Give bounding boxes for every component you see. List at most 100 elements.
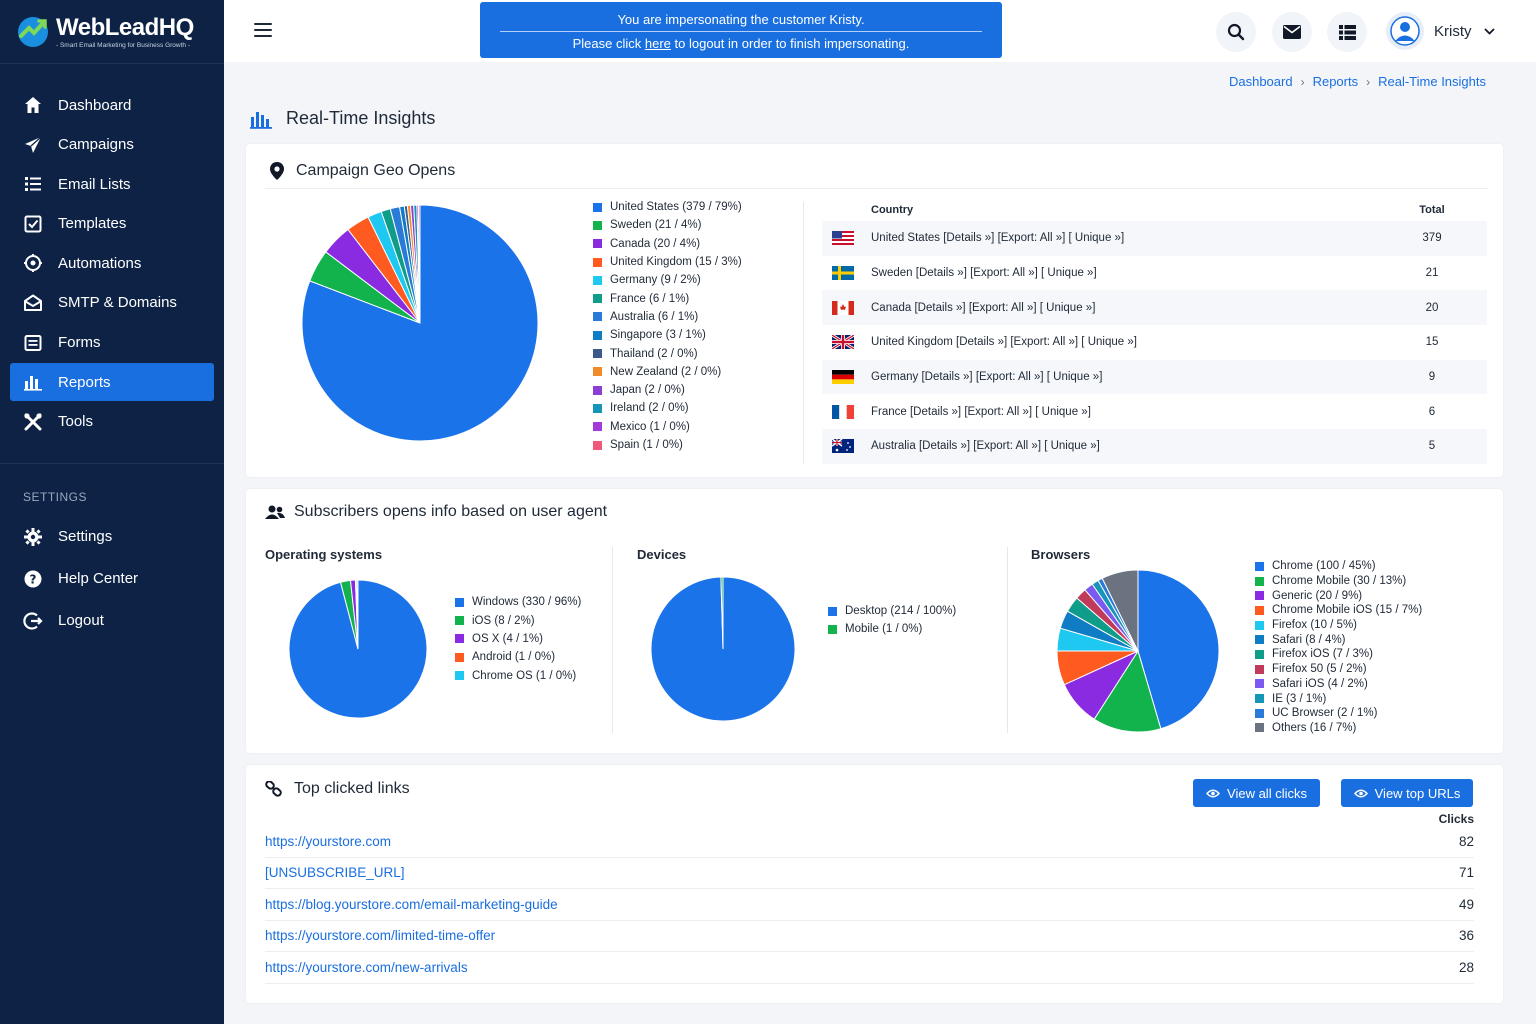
country-action-links[interactable]: [Details »] [Export: All »] [ Unique »] — [940, 232, 1125, 245]
search-button[interactable] — [1216, 12, 1256, 52]
link-row: [UNSUBSCRIBE_URL] 71 — [265, 858, 1474, 889]
legend-item[interactable]: Singapore (3 / 1%) — [593, 326, 742, 344]
menu-toggle-icon[interactable] — [254, 23, 272, 39]
legend-item[interactable]: OS X (4 / 1%) — [455, 630, 581, 648]
card-divider — [265, 188, 1488, 189]
table-row: Germany [Details »] [Export: All »] [ Un… — [822, 359, 1487, 395]
flag-us-icon — [832, 231, 854, 246]
country-name: France — [871, 405, 907, 418]
legend-item[interactable]: Safari (8 / 4%) — [1255, 632, 1422, 647]
legend-swatch — [1255, 576, 1264, 586]
legend-item[interactable]: France (6 / 1%) — [593, 289, 742, 307]
sidebar-item-settings[interactable]: Settings — [10, 518, 214, 556]
legend-label: Safari iOS (4 / 2%) — [1272, 677, 1368, 690]
legend-item[interactable]: Mexico (1 / 0%) — [593, 418, 742, 436]
link-clicks: 49 — [1458, 896, 1474, 912]
legend-item[interactable]: United Kingdom (15 / 3%) — [593, 253, 742, 271]
apps-button[interactable] — [1327, 12, 1367, 52]
legend-swatch — [1255, 649, 1264, 659]
legend-item[interactable]: Ireland (2 / 0%) — [593, 399, 742, 417]
legend-item[interactable]: iOS (8 / 2%) — [455, 611, 581, 629]
legend-item[interactable]: Firefox 50 (5 / 2%) — [1255, 662, 1422, 677]
link-url[interactable]: [UNSUBSCRIBE_URL] — [265, 865, 405, 881]
eye-icon — [1353, 789, 1368, 797]
sidebar-item-campaigns[interactable]: Campaigns — [10, 126, 214, 164]
country-action-links[interactable]: [Details »] [Export: All »] [ Unique »] — [911, 301, 1096, 314]
link-url[interactable]: https://yourstore.com — [265, 833, 392, 849]
legend-swatch — [593, 257, 602, 267]
sidebar-item-automations[interactable]: Automations — [10, 244, 214, 282]
impersonation-text-pre: Please click — [572, 36, 645, 51]
page-title-text: Real-Time Insights — [286, 108, 436, 128]
legend-label: Firefox 50 (5 / 2%) — [1272, 663, 1367, 676]
link-url[interactable]: https://yourstore.com/limited-time-offer — [265, 928, 496, 944]
view-top-urls-button[interactable]: View top URLs — [1341, 779, 1473, 807]
legend-item[interactable]: Android (1 / 0%) — [455, 648, 581, 666]
legend-item[interactable]: Firefox iOS (7 / 3%) — [1255, 647, 1422, 662]
breadcrumb-dashboard[interactable]: Dashboard — [1228, 74, 1293, 89]
legend-swatch — [1255, 664, 1264, 674]
help-icon: ? — [22, 568, 44, 590]
country-action-links[interactable]: [Details »] [Export: All »] [ Unique »] — [918, 371, 1103, 384]
main-nav: Dashboard Campaigns Email Lists Template… — [0, 64, 224, 441]
messages-button[interactable] — [1272, 12, 1312, 52]
user-menu[interactable]: Kristy — [1386, 12, 1495, 50]
brand-logo[interactable]: WebLeadHQ - Smart Email Marketing for Bu… — [0, 0, 224, 64]
legend-item[interactable]: Mobile (1 / 0%) — [828, 620, 956, 638]
sidebar-item-tools[interactable]: Tools — [10, 403, 214, 441]
legend-item[interactable]: United States (379 / 79%) — [593, 198, 742, 216]
legend-swatch — [828, 606, 837, 616]
legend-item[interactable]: Australia (6 / 1%) — [593, 308, 742, 326]
sidebar-item-logout[interactable]: Logout — [10, 602, 214, 640]
legend-item[interactable]: Spain (1 / 0%) — [593, 436, 742, 454]
browsers-heading: Browsers — [1031, 547, 1091, 562]
pie-slice — [720, 577, 724, 650]
link-url[interactable]: https://yourstore.com/new-arrivals — [265, 959, 468, 975]
legend-item[interactable]: Chrome Mobile iOS (15 / 7%) — [1255, 603, 1422, 618]
legend-item[interactable]: Chrome OS (1 / 0%) — [455, 667, 581, 685]
legend-item[interactable]: UC Browser (2 / 1%) — [1255, 706, 1422, 721]
card-title: Subscribers opens info based on user age… — [265, 503, 607, 521]
legend-item[interactable]: New Zealand (2 / 0%) — [593, 363, 742, 381]
legend-item[interactable]: Sweden (21 / 4%) — [593, 216, 742, 234]
sidebar-item-smtp-domains[interactable]: SMTP & Domains — [10, 284, 214, 322]
legend-item[interactable]: Chrome Mobile (30 / 13%) — [1255, 574, 1422, 589]
country-action-links[interactable]: [Details »] [Export: All »] [ Unique »] — [912, 267, 1097, 280]
sidebar-item-email-lists[interactable]: Email Lists — [10, 165, 214, 203]
legend-item[interactable]: Japan (2 / 0%) — [593, 381, 742, 399]
legend-label: Desktop (214 / 100%) — [845, 605, 957, 617]
legend-item[interactable]: Chrome (100 / 45%) — [1255, 559, 1422, 574]
geo-title: Campaign Geo Opens — [296, 162, 456, 179]
legend-item[interactable]: Others (16 / 7%) — [1255, 721, 1422, 736]
legend-item[interactable]: Generic (20 / 9%) — [1255, 588, 1422, 603]
legend-item[interactable]: Windows (330 / 96%) — [455, 593, 581, 611]
legend-item[interactable]: Desktop (214 / 100%) — [828, 602, 956, 620]
sidebar-item-dashboard[interactable]: Dashboard — [10, 86, 214, 124]
country-action-links[interactable]: [Details »] [Export: All »] [ Unique »] — [915, 440, 1100, 453]
sidebar-item-label: Campaigns — [58, 136, 134, 154]
country-action-links[interactable]: [Details »] [Export: All »] [ Unique »] — [952, 336, 1137, 349]
devices-pie-chart — [651, 577, 796, 722]
legend-item[interactable]: Thailand (2 / 0%) — [593, 344, 742, 362]
legend-item[interactable]: IE (3 / 1%) — [1255, 691, 1422, 706]
table-row: United States [Details »] [Export: All »… — [822, 221, 1487, 256]
legend-item[interactable]: Canada (20 / 4%) — [593, 235, 742, 253]
sidebar-item-help-center[interactable]: ? Help Center — [10, 560, 214, 598]
country-action-links[interactable]: [Details »] [Export: All »] [ Unique »] — [906, 405, 1091, 418]
legend-label: Mobile (1 / 0%) — [845, 623, 923, 635]
bar-chart-icon — [22, 371, 44, 393]
impersonation-logout-link[interactable]: here — [644, 36, 671, 51]
breadcrumb-reports[interactable]: Reports — [1312, 74, 1359, 89]
legend-item[interactable]: Safari iOS (4 / 2%) — [1255, 677, 1422, 692]
table-row: Australia [Details »] [Export: All »] [ … — [822, 429, 1487, 464]
sidebar-item-templates[interactable]: Templates — [10, 205, 214, 243]
sidebar-item-forms[interactable]: Forms — [10, 324, 214, 362]
view-all-clicks-button[interactable]: View all clicks — [1193, 779, 1320, 807]
link-url[interactable]: https://blog.yourstore.com/email-marketi… — [265, 896, 558, 912]
geo-pie-chart — [302, 205, 539, 442]
legend-swatch — [593, 367, 602, 377]
legend-item[interactable]: Firefox (10 / 5%) — [1255, 618, 1422, 633]
sidebar-item-reports[interactable]: Reports — [10, 363, 214, 402]
legend-swatch — [1255, 620, 1264, 630]
legend-item[interactable]: Germany (9 / 2%) — [593, 271, 742, 289]
